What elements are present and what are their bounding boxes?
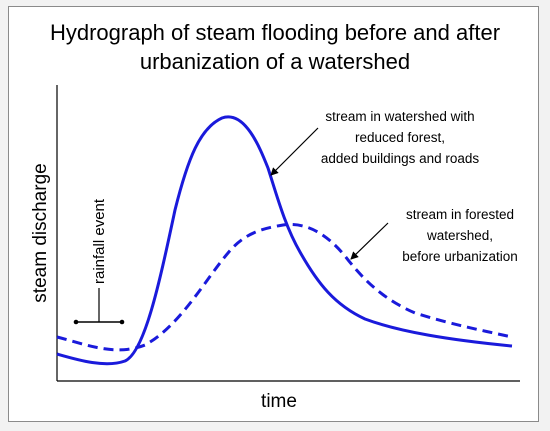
urban-arrow [270, 127, 319, 176]
urban-label-line-3: added buildings and roads [321, 151, 480, 166]
title-line-2: urbanization of a watershed [140, 49, 410, 74]
forest-label-line-3: before urbanization [402, 249, 518, 264]
urban-label-line-2: reduced forest, [355, 130, 445, 145]
forest-label-line-1: stream in forested [406, 207, 514, 222]
title-line-1: Hydrograph of steam flooding before and … [50, 20, 500, 45]
urban-label-line-1: stream in watershed with [325, 109, 474, 124]
forest-label-line-2: watershed, [426, 228, 493, 243]
forest-arrow [350, 222, 389, 260]
y-axis-label: steam discharge [30, 163, 51, 302]
x-axis-label: time [261, 391, 297, 412]
rainfall-event-label: rainfall event [91, 198, 108, 284]
rainfall-bar-start-dot [73, 319, 79, 325]
urbanized-stream-curve [56, 115, 513, 366]
forested-stream-curve [56, 222, 513, 352]
rainfall-bar-end-dot [119, 319, 125, 325]
figure-frame [8, 6, 539, 422]
